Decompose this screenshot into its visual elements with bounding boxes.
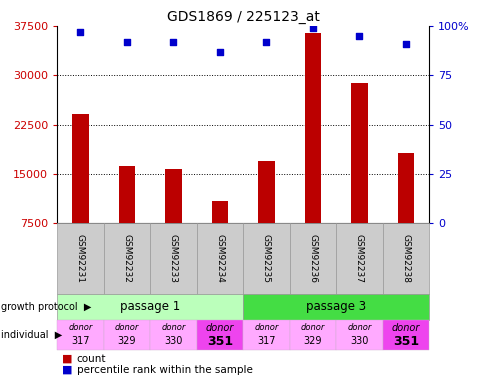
Text: donor: donor bbox=[68, 323, 92, 332]
Text: individual  ▶: individual ▶ bbox=[1, 330, 62, 339]
Text: 317: 317 bbox=[71, 336, 90, 346]
Text: donor: donor bbox=[391, 323, 419, 333]
Text: ■: ■ bbox=[62, 354, 73, 364]
Text: count: count bbox=[76, 354, 106, 364]
Text: 330: 330 bbox=[164, 336, 182, 346]
Point bbox=[123, 39, 131, 45]
Text: donor: donor bbox=[205, 323, 234, 333]
Bar bbox=[165, 170, 181, 223]
Text: GSM92232: GSM92232 bbox=[122, 234, 131, 283]
Bar bbox=[258, 161, 274, 223]
Text: donor: donor bbox=[161, 323, 185, 332]
Title: GDS1869 / 225123_at: GDS1869 / 225123_at bbox=[166, 10, 319, 24]
Point bbox=[76, 29, 84, 35]
Point bbox=[401, 41, 409, 47]
Point bbox=[308, 25, 316, 31]
Text: ■: ■ bbox=[62, 365, 73, 375]
Text: GSM92231: GSM92231 bbox=[76, 234, 85, 283]
Text: 351: 351 bbox=[207, 334, 232, 348]
Bar bbox=[350, 83, 367, 223]
Bar bbox=[119, 166, 135, 223]
Bar bbox=[304, 33, 320, 223]
Text: passage 1: passage 1 bbox=[120, 300, 180, 313]
Text: 317: 317 bbox=[257, 336, 275, 346]
Point bbox=[262, 39, 270, 45]
Text: GSM92236: GSM92236 bbox=[308, 234, 317, 283]
Text: donor: donor bbox=[254, 323, 278, 332]
Text: 329: 329 bbox=[303, 336, 321, 346]
Text: donor: donor bbox=[115, 323, 139, 332]
Text: percentile rank within the sample: percentile rank within the sample bbox=[76, 365, 252, 375]
Text: 351: 351 bbox=[392, 334, 418, 348]
Text: donor: donor bbox=[347, 323, 371, 332]
Bar bbox=[397, 153, 413, 223]
Text: growth protocol  ▶: growth protocol ▶ bbox=[1, 302, 91, 312]
Point bbox=[216, 49, 224, 55]
Text: 330: 330 bbox=[349, 336, 368, 346]
Text: passage 3: passage 3 bbox=[305, 300, 365, 313]
Text: donor: donor bbox=[300, 323, 324, 332]
Point bbox=[355, 33, 363, 39]
Text: GSM92235: GSM92235 bbox=[261, 234, 271, 283]
Text: 329: 329 bbox=[118, 336, 136, 346]
Text: GSM92234: GSM92234 bbox=[215, 234, 224, 283]
Point bbox=[169, 39, 177, 45]
Text: GSM92233: GSM92233 bbox=[168, 234, 178, 283]
Bar bbox=[72, 114, 89, 223]
Text: GSM92237: GSM92237 bbox=[354, 234, 363, 283]
Bar bbox=[212, 201, 227, 223]
Text: GSM92238: GSM92238 bbox=[401, 234, 409, 283]
